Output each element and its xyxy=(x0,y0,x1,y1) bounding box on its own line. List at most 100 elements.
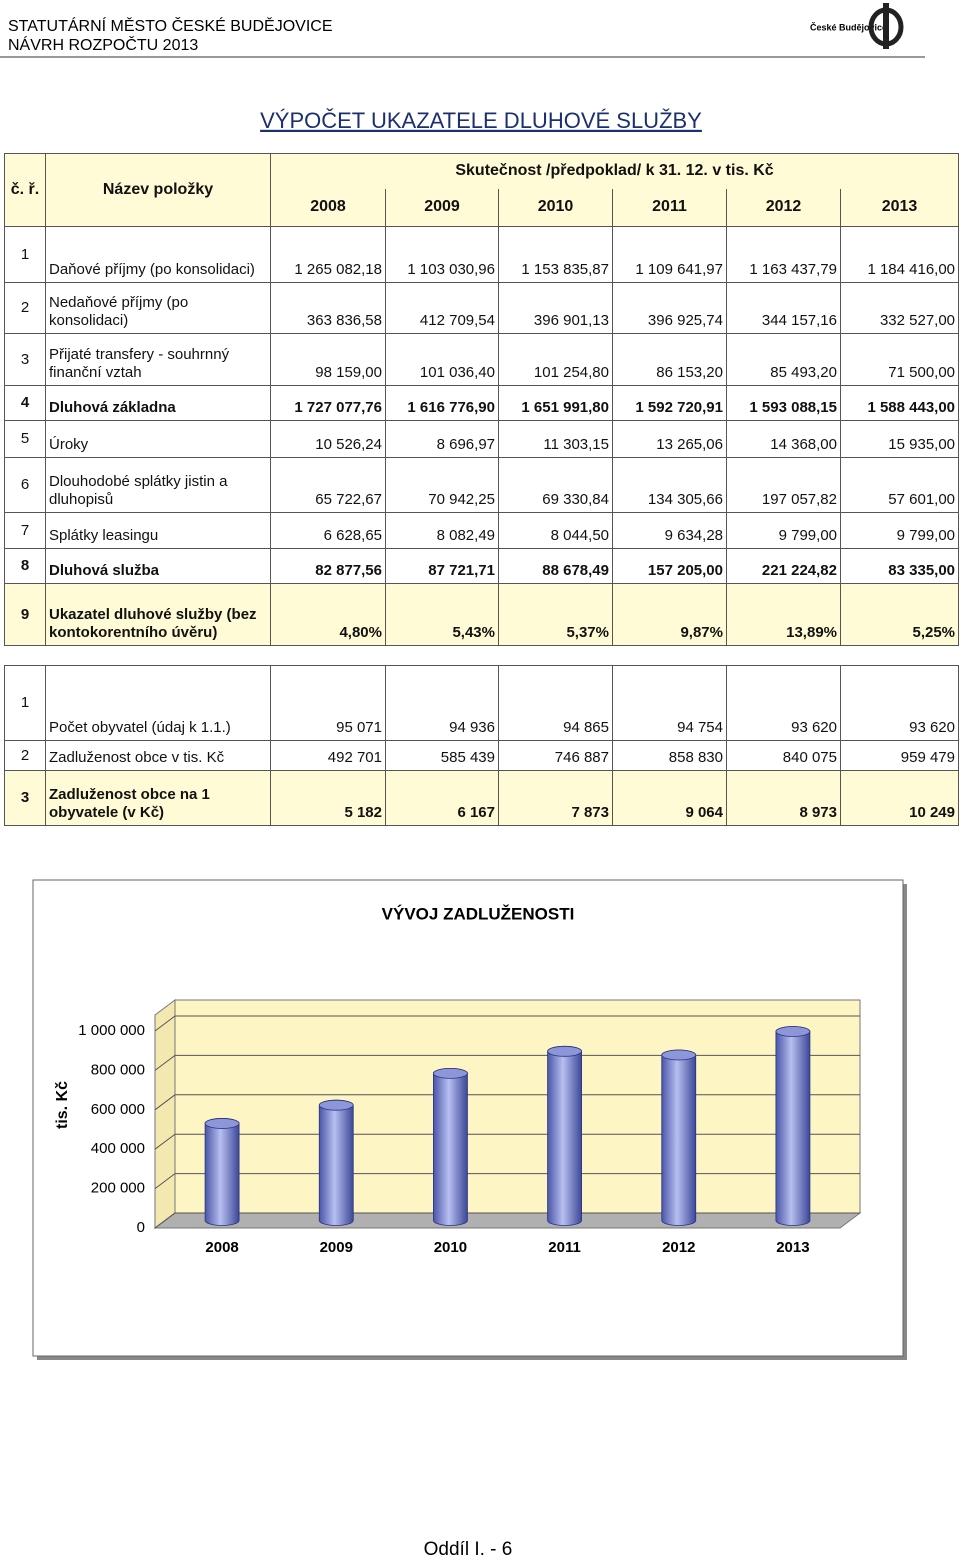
cell-value: 11 303,15 xyxy=(498,420,613,458)
cell-value: 93 620 xyxy=(726,665,841,741)
cell-value: 69 330,84 xyxy=(498,457,613,513)
cell-value: 8 082,49 xyxy=(385,512,499,549)
table-row: 1 Daňové příjmy (po konsolidaci) 1 265 082… xyxy=(4,226,960,283)
cell-value: 396 925,74 xyxy=(612,282,727,334)
cell-value: 10 526,24 xyxy=(270,420,386,458)
cell-value: 6 167 xyxy=(385,770,499,826)
cell-value: 88 678,49 xyxy=(498,548,613,584)
row-name: Zadluženost obce na 1 obyvatele (v Kč) xyxy=(45,770,271,826)
debt-table: č. ř. Název položky Skutečnost /předpoklad… xyxy=(4,153,960,646)
x-tick-label: 2008 xyxy=(205,1239,238,1256)
row-number: 8 xyxy=(4,548,46,584)
bar xyxy=(204,1118,240,1226)
cell-value: 101 254,80 xyxy=(498,333,613,386)
cell-value: 86 153,20 xyxy=(612,333,727,386)
grid-line xyxy=(154,1212,860,1229)
row-number: 9 xyxy=(4,583,46,646)
table-row: 4 Dluhová základna 1 727 077,76 1 616 776,9… xyxy=(4,385,960,421)
row-number: 6 xyxy=(4,457,46,513)
cell-value: 9,87% xyxy=(612,583,727,646)
logo-text: České Budějovice xyxy=(810,21,887,32)
cell-value: 412 709,54 xyxy=(385,282,499,334)
cell-value: 9 799,00 xyxy=(839,512,960,549)
grid-line xyxy=(154,1094,860,1111)
grid-line xyxy=(154,1015,860,1032)
cell-value: 13 265,06 xyxy=(612,420,727,458)
cell-value: 8 044,50 xyxy=(498,512,613,549)
y-tick-label: 400 000 xyxy=(91,1140,145,1157)
bar-top xyxy=(318,1099,354,1111)
cell-value: 1 184 416,00 xyxy=(839,226,960,283)
header-year: 2010 xyxy=(498,188,613,227)
y-axis-title: tis. Kč xyxy=(54,1081,71,1129)
row-name: Daňové příjmy (po konsolidaci) xyxy=(45,226,271,283)
row-number: 4 xyxy=(4,385,46,421)
row-name: Dluhová služba xyxy=(45,548,271,584)
table-row: 7 Splátky leasingu 6 628,65 8 082,49 8 044,5… xyxy=(4,512,960,549)
cell-value: 94 936 xyxy=(385,665,499,741)
cell-value: 858 830 xyxy=(612,740,727,771)
bar xyxy=(433,1067,468,1226)
row-name: Zadluženost obce v tis. Kč xyxy=(45,740,271,771)
footer: Oddíl I. - 6 xyxy=(424,1539,513,1558)
city: STATUTÁRNÍ MĚSTO ČESKÉ BUDĚJOVICE xyxy=(8,16,333,35)
cell-value: 95 071 xyxy=(270,665,386,741)
header-year: 2009 xyxy=(385,188,499,227)
row-number: 5 xyxy=(4,420,46,458)
table-row: 1 Počet obyvatel (údaj k 1.1.) 95 071 94 93… xyxy=(4,665,959,741)
cell-value: 98 159,00 xyxy=(270,333,386,386)
y-tick-label: 200 000 xyxy=(91,1180,145,1197)
bar-top xyxy=(433,1067,468,1079)
cell-value: 4,80% xyxy=(270,583,386,646)
x-tick-label: 2010 xyxy=(434,1239,467,1256)
cell-value: 1 727 077,76 xyxy=(270,385,386,421)
cell-value: 585 439 xyxy=(385,740,499,771)
table-row: 6 Dlouhodobé splátky jistin a dluhopisů 65… xyxy=(4,457,960,513)
cell-value: 8 696,97 xyxy=(385,420,499,458)
row-number: 7 xyxy=(4,512,46,549)
header-name: Název položky xyxy=(45,153,271,227)
x-tick-label: 2012 xyxy=(662,1239,695,1256)
cell-value: 9 064 xyxy=(612,770,727,826)
x-tick-label: 2013 xyxy=(776,1239,809,1256)
row-name: Dluhová základna xyxy=(45,385,271,421)
cell-value: 1 163 437,79 xyxy=(726,226,841,283)
row-name: Nedaňové příjmy (po konsolidaci) xyxy=(45,282,271,334)
cell-value: 14 368,00 xyxy=(726,420,841,458)
bar-top xyxy=(204,1118,240,1129)
cell-value: 71 500,00 xyxy=(839,333,960,386)
row-number: 1 xyxy=(4,226,46,283)
table-row: 2 Nedaňové příjmy (po konsolidaci) 363 836… xyxy=(4,282,960,334)
page-title: VÝPOČET UKAZATELE DLUHOVÉ SLUŽBY xyxy=(260,108,702,133)
row-name: Úroky xyxy=(45,420,271,458)
floor xyxy=(153,1212,862,1229)
cell-value: 7 873 xyxy=(498,770,613,826)
cell-value: 5,37% xyxy=(498,583,613,646)
cell-value: 1 592 720,91 xyxy=(612,385,727,421)
cell-value: 746 887 xyxy=(498,740,613,771)
side-wall xyxy=(154,999,176,1229)
cell-value: 492 701 xyxy=(270,740,386,771)
header-year: 2011 xyxy=(612,188,727,227)
table-row: 2 Zadluženost obce v tis. Kč 492 701 585 43… xyxy=(4,740,959,771)
cell-value: 5,43% xyxy=(385,583,499,646)
y-tick-label: 600 000 xyxy=(91,1101,145,1118)
population-table: 1 Počet obyvatel (údaj k 1.1.) 95 071 94 93… xyxy=(4,665,959,826)
cell-value: 197 057,82 xyxy=(726,457,841,513)
cell-value: 9 634,28 xyxy=(612,512,727,549)
cell-value: 134 305,66 xyxy=(612,457,727,513)
cell-value: 1 153 835,87 xyxy=(498,226,613,283)
header-period: Skutečnost /předpoklad/ k 31. 12. v tis.… xyxy=(269,153,960,189)
cell-value: 1 109 641,97 xyxy=(612,226,727,283)
row-name: Počet obyvatel (údaj k 1.1.) xyxy=(45,665,271,741)
back-wall xyxy=(174,999,861,1214)
bar xyxy=(318,1099,354,1226)
header-year: 2012 xyxy=(726,188,841,227)
header-year: 2008 xyxy=(270,188,386,227)
cell-value: 1 103 030,96 xyxy=(385,226,499,283)
header-row: č. ř. Název položky Skutečnost /předpoklad… xyxy=(4,153,960,227)
header-row: 2008 2009 2010 2011 2012 2013 xyxy=(5,188,960,227)
row-number: 3 xyxy=(4,770,46,826)
